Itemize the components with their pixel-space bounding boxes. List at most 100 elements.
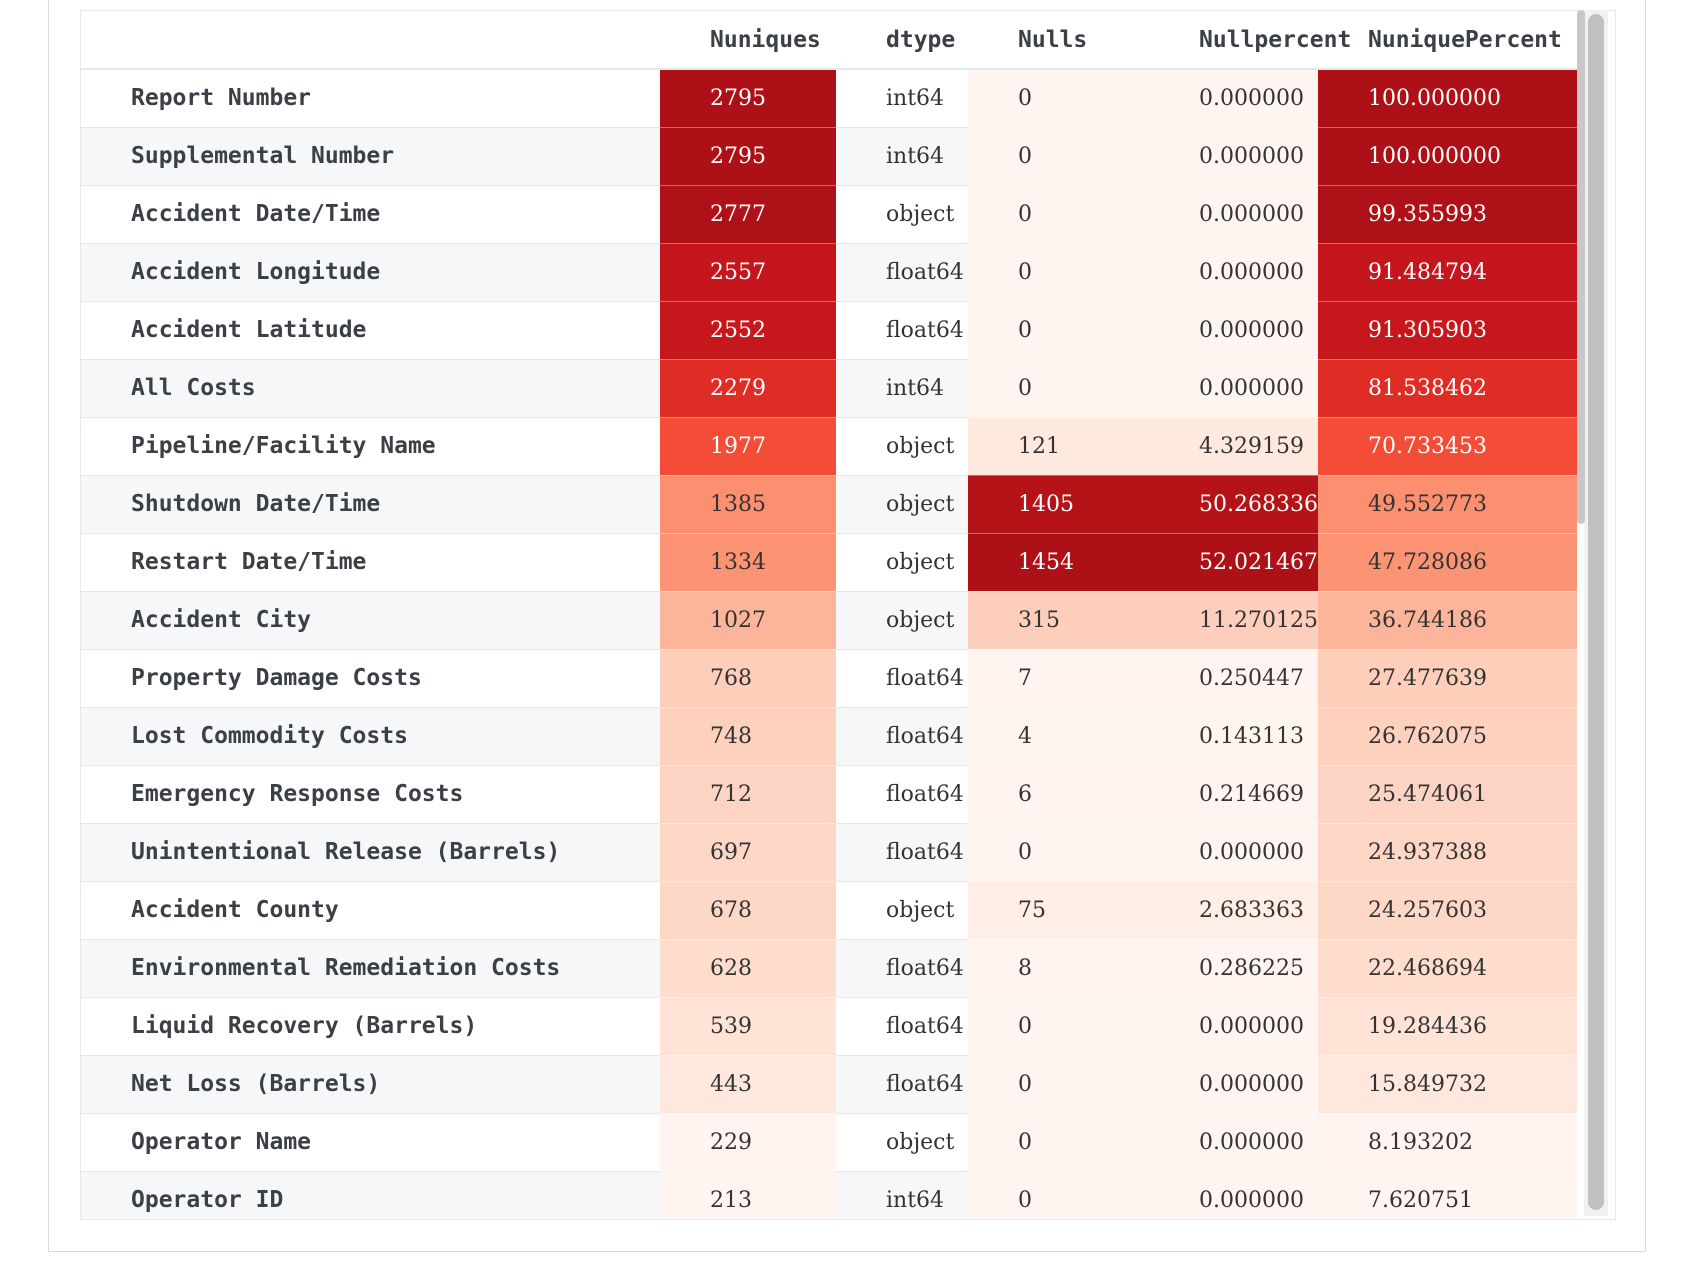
cell-nulls: 4 (968, 707, 1149, 766)
cell-nullpercent: 0.214669 (1149, 765, 1318, 824)
cell-dtype: object (836, 475, 968, 534)
cell-dtype: int64 (836, 1171, 968, 1219)
row-label: Unintentional Release (Barrels) (81, 823, 660, 882)
cell-nuniques: 2552 (660, 301, 836, 360)
cell-nuniques: 748 (660, 707, 836, 766)
table-row: Environmental Remediation Costs 628 float6… (81, 939, 1577, 998)
cell-nuniques: 443 (660, 1055, 836, 1114)
cell-nuniques: 213 (660, 1171, 836, 1219)
cell-nuniquepercent: 100.000000 (1318, 127, 1577, 186)
row-label: Property Damage Costs (81, 649, 660, 708)
cell-nuniques: 628 (660, 939, 836, 998)
cell-nuniquepercent: 100.000000 (1318, 69, 1577, 128)
header-nuniquepercent: NuniquePercent (1318, 11, 1577, 70)
cell-nullpercent: 0.000000 (1149, 1113, 1318, 1172)
table-row: Shutdown Date/Time 1385 object 1405 50.26833… (81, 475, 1577, 534)
cell-nuniquepercent: 70.733453 (1318, 417, 1577, 476)
dataframe-table: Nuniques dtype Nulls Nullpercent Nunique… (81, 11, 1577, 1219)
cell-nullpercent: 0.000000 (1149, 69, 1318, 128)
cell-nulls: 0 (968, 301, 1149, 360)
header-nuniques: Nuniques (660, 11, 836, 70)
cell-dtype: object (836, 533, 968, 592)
cell-nullpercent: 0.000000 (1149, 1171, 1318, 1219)
table-row: Property Damage Costs 768 float64 7 0.250447… (81, 649, 1577, 708)
cell-dtype: float64 (836, 823, 968, 882)
cell-nuniques: 712 (660, 765, 836, 824)
table-row: Unintentional Release (Barrels) 697 float6… (81, 823, 1577, 882)
table-row: Emergency Response Costs 712 float64 6 0.214… (81, 765, 1577, 824)
cell-dtype: float64 (836, 707, 968, 766)
table-row: Operator ID 213 int64 0 0.000000 7.620751 (81, 1171, 1577, 1219)
header-dtype: dtype (836, 11, 968, 70)
cell-dtype: object (836, 591, 968, 650)
cell-nullpercent: 11.270125 (1149, 591, 1318, 650)
table-row: Liquid Recovery (Barrels) 539 float64 0 0.00… (81, 997, 1577, 1056)
cell-nuniques: 2279 (660, 359, 836, 418)
cell-nullpercent: 0.000000 (1149, 301, 1318, 360)
row-label: Accident Date/Time (81, 185, 660, 244)
cell-dtype: float64 (836, 765, 968, 824)
row-label: Supplemental Number (81, 127, 660, 186)
table-row: Report Number 2795 int64 0 0.000000 100.00000… (81, 69, 1577, 128)
cell-nullpercent: 52.021467 (1149, 533, 1318, 592)
cell-nuniques: 229 (660, 1113, 836, 1172)
table-row: Lost Commodity Costs 748 float64 4 0.143113 2… (81, 707, 1577, 766)
header-row: Nuniques dtype Nulls Nullpercent Nunique… (81, 11, 1577, 70)
row-label: Emergency Response Costs (81, 765, 660, 824)
cell-nuniques: 539 (660, 997, 836, 1056)
cell-nuniques: 2795 (660, 127, 836, 186)
cell-nuniquepercent: 24.937388 (1318, 823, 1577, 882)
row-label: Report Number (81, 69, 660, 128)
cell-nullpercent: 0.000000 (1149, 243, 1318, 302)
table-row: Supplemental Number 2795 int64 0 0.000000 100… (81, 127, 1577, 186)
row-label: Net Loss (Barrels) (81, 1055, 660, 1114)
cell-dtype: object (836, 185, 968, 244)
cell-dtype: int64 (836, 359, 968, 418)
cell-nullpercent: 4.329159 (1149, 417, 1318, 476)
cell-nullpercent: 0.000000 (1149, 185, 1318, 244)
table-row: Pipeline/Facility Name 1977 object 121 4.329… (81, 417, 1577, 476)
cell-dtype: int64 (836, 69, 968, 128)
dataframe-table-container[interactable]: Nuniques dtype Nulls Nullpercent Nunique… (80, 10, 1616, 1220)
header-nullpercent: Nullpercent (1149, 11, 1351, 70)
cell-nuniquepercent: 19.284436 (1318, 997, 1577, 1056)
table-row: Net Loss (Barrels) 443 float64 0 0.000000 15.… (81, 1055, 1577, 1114)
cell-nullpercent: 0.000000 (1149, 997, 1318, 1056)
cell-nullpercent: 0.000000 (1149, 1055, 1318, 1114)
cell-nuniquepercent: 7.620751 (1318, 1171, 1577, 1219)
cell-nulls: 75 (968, 881, 1149, 940)
inner-scrollbar-thumb[interactable] (1577, 10, 1585, 524)
vertical-scrollbar-thumb[interactable] (1588, 14, 1604, 1210)
row-label: Accident Latitude (81, 301, 660, 360)
cell-nuniques: 697 (660, 823, 836, 882)
cell-nullpercent: 0.000000 (1149, 823, 1318, 882)
cell-nuniques: 1977 (660, 417, 836, 476)
row-label: Restart Date/Time (81, 533, 660, 592)
cell-nuniquepercent: 91.305903 (1318, 301, 1577, 360)
cell-nuniquepercent: 15.849732 (1318, 1055, 1577, 1114)
cell-dtype: int64 (836, 127, 968, 186)
header-index (81, 11, 660, 70)
row-label: Operator ID (81, 1171, 660, 1219)
cell-nulls: 0 (968, 1171, 1149, 1219)
cell-dtype: float64 (836, 939, 968, 998)
cell-nuniquepercent: 91.484794 (1318, 243, 1577, 302)
cell-nullpercent: 50.268336 (1149, 475, 1318, 534)
row-label: All Costs (81, 359, 660, 418)
table-body: Report Number 2795 int64 0 0.000000 100.00000… (81, 69, 1577, 1219)
cell-nullpercent: 0.000000 (1149, 127, 1318, 186)
cell-nullpercent: 0.143113 (1149, 707, 1318, 766)
cell-nulls: 1454 (968, 533, 1149, 592)
cell-nuniques: 678 (660, 881, 836, 940)
cell-nulls: 0 (968, 1055, 1149, 1114)
cell-dtype: object (836, 881, 968, 940)
cell-nuniquepercent: 49.552773 (1318, 475, 1577, 534)
table-row: Operator Name 229 object 0 0.000000 8.193202 (81, 1113, 1577, 1172)
cell-nuniques: 1027 (660, 591, 836, 650)
cell-nulls: 0 (968, 997, 1149, 1056)
cell-nuniquepercent: 36.744186 (1318, 591, 1577, 650)
cell-nuniques: 1385 (660, 475, 836, 534)
cell-nulls: 315 (968, 591, 1149, 650)
table-row: Accident Date/Time 2777 object 0 0.000000 99.… (81, 185, 1577, 244)
cell-nullpercent: 0.000000 (1149, 359, 1318, 418)
